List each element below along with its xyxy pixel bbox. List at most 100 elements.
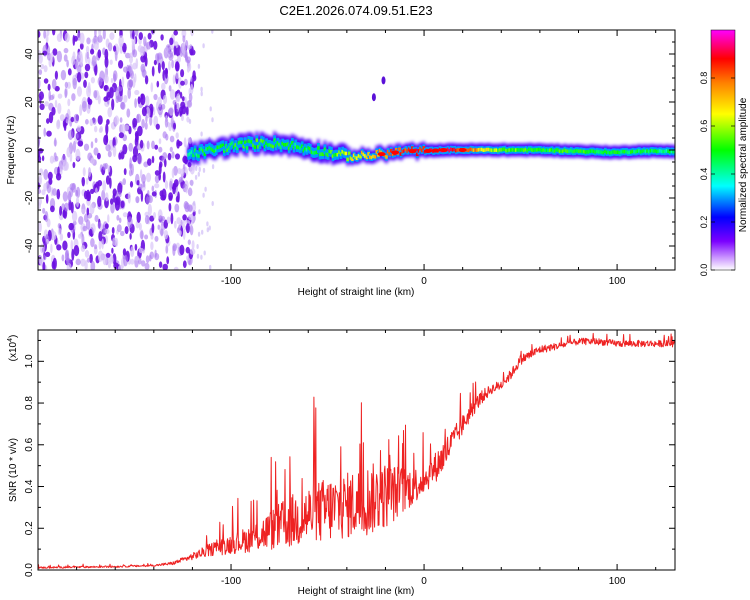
ridge-core-cell xyxy=(378,149,382,153)
noise-blob xyxy=(154,170,160,176)
noise-blob xyxy=(107,107,113,118)
ridge-core-cell xyxy=(605,150,609,155)
ridge-core-cell xyxy=(668,150,672,154)
noise-blob xyxy=(38,30,41,38)
ridge-core-cell xyxy=(338,150,341,154)
noise-blob xyxy=(137,96,141,105)
ridge-core-cell xyxy=(365,155,369,160)
noise-blob xyxy=(76,125,82,132)
noise-blob xyxy=(116,192,122,198)
noise-blob xyxy=(77,64,82,75)
noise-blob xyxy=(185,220,191,226)
noise-blob xyxy=(86,257,91,263)
noise-blob xyxy=(122,248,127,256)
noise-blob xyxy=(139,230,144,240)
y-tick-label: -40 xyxy=(24,238,35,253)
snr-panel: -100 0 100 0.0 0.2 0.4 0.6 0.8 1.0 SNR (10 * v/v… xyxy=(7,329,676,597)
ridge-core-cell xyxy=(391,152,395,156)
noise-blob xyxy=(124,226,129,235)
noise-blob xyxy=(59,205,63,216)
noise-blob xyxy=(174,203,180,213)
noise-blob xyxy=(118,152,122,160)
noise-blob xyxy=(86,51,90,60)
ridge-core-cell xyxy=(213,149,216,154)
ridge-core-cell xyxy=(245,146,249,150)
noise-blob xyxy=(158,138,162,145)
noise-blob xyxy=(159,161,163,169)
ridge-core-cell xyxy=(292,145,296,150)
ridge-core-cell xyxy=(236,146,239,150)
noise-blob xyxy=(126,108,131,118)
ridge-core-cell xyxy=(367,152,370,156)
ridge-core-cell xyxy=(566,149,570,154)
noise-blob xyxy=(45,194,49,204)
ridge-core-cell xyxy=(299,146,302,151)
ridge-core-cell xyxy=(476,148,479,152)
noise-blob xyxy=(104,56,109,68)
noise-blob xyxy=(46,30,50,36)
noise-blob xyxy=(52,48,58,56)
noise-blob xyxy=(97,34,103,43)
noise-blob xyxy=(94,125,98,133)
noise-blob xyxy=(125,52,131,59)
colorbar-ticks: 0.0 0.2 0.4 0.6 0.8 xyxy=(699,72,735,276)
noise-blob xyxy=(176,217,181,225)
ridge-core-cell xyxy=(560,149,563,154)
ridge-core-cell xyxy=(518,148,521,152)
ridge-core-cell xyxy=(659,149,662,153)
ridge-core-cell xyxy=(205,147,208,151)
ridge-core-cell xyxy=(189,152,192,156)
noise-blob xyxy=(189,163,195,175)
ridge-core-cell xyxy=(553,149,557,153)
ridge-core-cell xyxy=(613,150,617,154)
ridge-core-cell xyxy=(636,149,640,153)
noise-blob xyxy=(38,221,42,233)
ridge-core-cell xyxy=(354,155,357,160)
ridge-core-cell xyxy=(607,150,610,154)
ridge-core-cell xyxy=(448,148,451,153)
ridge-core-cell xyxy=(356,156,359,160)
ridge-core-cell xyxy=(656,149,659,154)
ridge-core-cell xyxy=(226,148,229,152)
y-tick-label: 0.4 xyxy=(24,479,35,493)
ridge-core-cell xyxy=(565,149,568,153)
ridge-core-cell xyxy=(446,147,450,152)
noise-blob xyxy=(103,134,109,146)
noise-blob xyxy=(116,214,120,221)
noise-blob xyxy=(38,53,43,64)
ridge-core-cell xyxy=(278,142,281,147)
ridge-core-cell xyxy=(347,151,351,156)
noise-blob xyxy=(135,132,139,143)
noise-blob xyxy=(201,229,204,235)
noise-blob xyxy=(111,98,115,111)
ridge-core-cell xyxy=(417,149,421,153)
ridge-core-cell xyxy=(187,153,190,157)
ridge-core-cell xyxy=(589,149,593,153)
noise-blob xyxy=(107,42,113,52)
ridge-core-cell xyxy=(294,142,297,147)
ridge-core-cell xyxy=(229,142,233,147)
noise-blob xyxy=(79,104,83,116)
ridge-core-cell xyxy=(336,152,340,157)
ridge-core-cell xyxy=(531,148,534,152)
ridge-core-cell xyxy=(289,143,293,148)
noise-blob xyxy=(119,117,123,123)
noise-blob xyxy=(178,77,182,89)
ridge-core-cell xyxy=(649,148,653,153)
noise-blob xyxy=(56,244,62,251)
noise-blob xyxy=(180,114,184,122)
noise-blob xyxy=(118,35,124,48)
noise-blob xyxy=(127,191,131,204)
noise-blob xyxy=(162,94,168,105)
ridge-core-cell xyxy=(253,145,257,149)
noise-blob xyxy=(102,30,106,40)
ridge-core-cell xyxy=(454,148,458,153)
noise-blob xyxy=(141,260,146,267)
ridge-core-cell xyxy=(466,148,469,152)
noise-blob xyxy=(139,46,145,57)
noise-blob xyxy=(52,188,57,196)
ridge-core-cell xyxy=(552,149,555,153)
ridge-core-cell xyxy=(542,148,546,152)
noise-blob xyxy=(89,118,94,127)
noise-blob xyxy=(123,95,128,103)
